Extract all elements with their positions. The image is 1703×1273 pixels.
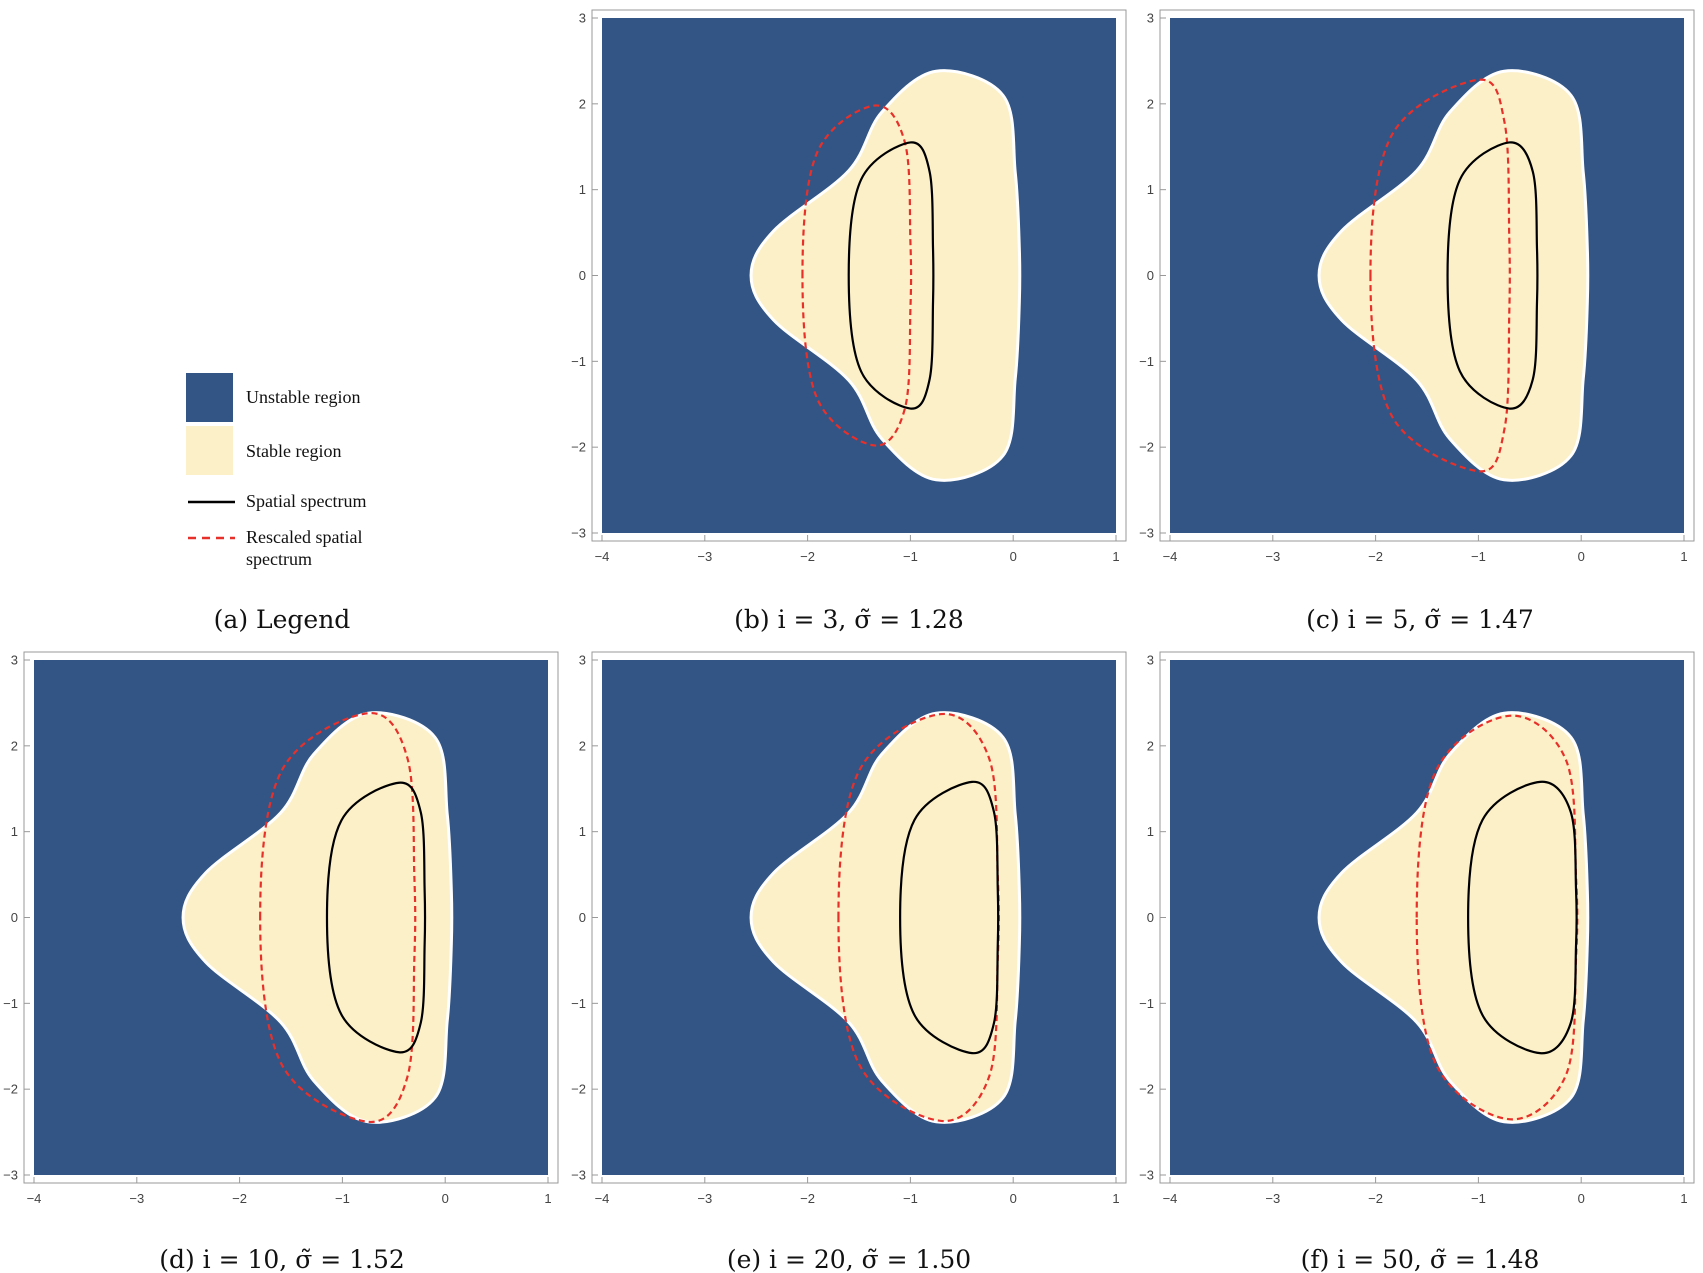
y-tick-label: 1 bbox=[579, 824, 586, 839]
x-tick-label: 0 bbox=[1010, 1191, 1017, 1206]
spatial-spectrum bbox=[899, 780, 1000, 1055]
x-tick-label: −3 bbox=[697, 1191, 712, 1206]
y-tick-label: −1 bbox=[571, 354, 586, 369]
x-tick-label: −1 bbox=[903, 1191, 918, 1206]
rescaled-spatial-spectrum bbox=[801, 104, 913, 447]
rescaled-spatial-spectrum bbox=[1415, 714, 1579, 1121]
y-tick-label: 2 bbox=[579, 738, 586, 753]
x-tick-label: −3 bbox=[1265, 1191, 1280, 1206]
panels: −4 −3 −2 −1 0 1 −3 −2 −1 0 1 2 3 (b) i = 3, σ̃ = 1.28… bbox=[3, 9, 1695, 1273]
x-tick-label: −2 bbox=[1368, 549, 1383, 564]
legend-label-spatial: Spatial spectrum bbox=[246, 491, 366, 511]
panel-caption: (d) i = 10, σ̃ = 1.52 bbox=[159, 1245, 405, 1273]
y-tick-label: 3 bbox=[11, 653, 18, 668]
stable-region bbox=[749, 711, 1022, 1124]
legend-caption: (a) Legend bbox=[214, 605, 351, 634]
x-tick-label: −4 bbox=[1163, 549, 1178, 564]
y-tick-label: 0 bbox=[1147, 268, 1154, 283]
legend-label-rescaled: Rescaled spatial bbox=[246, 527, 362, 547]
y-tick-label: −2 bbox=[571, 1082, 586, 1097]
y-tick-label: 3 bbox=[1147, 653, 1154, 668]
stable-region bbox=[1317, 711, 1590, 1124]
x-tick-label: 1 bbox=[544, 1191, 551, 1206]
spatial-spectrum bbox=[325, 781, 427, 1054]
panel-f: −4 −3 −2 −1 0 1 −3 −2 −1 0 1 2 3 (f) i = 50, σ̃ = 1.4… bbox=[1139, 651, 1695, 1273]
legend-label-stable: Stable region bbox=[246, 441, 341, 461]
x-tick-label: −2 bbox=[800, 549, 815, 564]
y-tick-label: −3 bbox=[1139, 526, 1154, 541]
legend-swatch-stable bbox=[186, 426, 233, 475]
panel-caption: (c) i = 5, σ̃ = 1.47 bbox=[1306, 605, 1534, 634]
x-tick-label: −2 bbox=[800, 1191, 815, 1206]
panel-b: −4 −3 −2 −1 0 1 −3 −2 −1 0 1 2 3 (b) i = 3, σ̃ = 1.28 bbox=[571, 9, 1127, 634]
panel-d: −4 −3 −2 −1 0 1 −3 −2 −1 0 1 2 3 (d) i = 10, σ̃ = 1.5… bbox=[3, 651, 559, 1273]
x-tick-label: −3 bbox=[129, 1191, 144, 1206]
panel-e: −4 −3 −2 −1 0 1 −3 −2 −1 0 1 2 3 (e) i = 20, σ̃ = 1.5… bbox=[571, 651, 1127, 1273]
x-tick-label: −3 bbox=[697, 549, 712, 564]
y-tick-label: 1 bbox=[11, 824, 18, 839]
x-tick-label: −2 bbox=[232, 1191, 247, 1206]
x-tick-label: −4 bbox=[27, 1191, 42, 1206]
x-tick-label: −3 bbox=[1265, 549, 1280, 564]
y-tick-label: −2 bbox=[3, 1082, 18, 1097]
x-tick-label: −2 bbox=[1368, 1191, 1383, 1206]
y-tick-label: −2 bbox=[1139, 1082, 1154, 1097]
y-tick-label: 0 bbox=[579, 268, 586, 283]
x-tick-label: 1 bbox=[1680, 1191, 1687, 1206]
legend-swatch-unstable bbox=[186, 373, 233, 422]
y-tick-label: −1 bbox=[1139, 354, 1154, 369]
y-tick-label: −2 bbox=[571, 440, 586, 455]
y-tick-label: −3 bbox=[571, 1168, 586, 1183]
rescaled-spatial-spectrum bbox=[259, 712, 417, 1123]
legend-label-unstable: Unstable region bbox=[246, 387, 360, 407]
x-tick-label: 1 bbox=[1112, 549, 1119, 564]
legend-label-rescaled-line2: spectrum bbox=[246, 549, 312, 569]
y-tick-label: 2 bbox=[1147, 96, 1154, 111]
y-tick-label: 0 bbox=[1147, 910, 1154, 925]
y-tick-label: −3 bbox=[571, 526, 586, 541]
stable-region bbox=[1317, 69, 1590, 482]
x-tick-label: 0 bbox=[1010, 549, 1017, 564]
x-tick-label: −4 bbox=[595, 549, 610, 564]
y-tick-label: −2 bbox=[1139, 440, 1154, 455]
y-tick-label: −3 bbox=[3, 1168, 18, 1183]
y-tick-label: 3 bbox=[579, 653, 586, 668]
y-tick-label: 0 bbox=[11, 910, 18, 925]
y-tick-label: 3 bbox=[1147, 11, 1154, 26]
y-tick-label: −3 bbox=[1139, 1168, 1154, 1183]
spatial-spectrum bbox=[1467, 780, 1578, 1055]
y-tick-label: 1 bbox=[1147, 824, 1154, 839]
x-tick-label: 1 bbox=[1112, 1191, 1119, 1206]
x-tick-label: −1 bbox=[903, 549, 918, 564]
stable-region bbox=[181, 711, 454, 1124]
x-tick-label: 1 bbox=[1680, 549, 1687, 564]
y-tick-label: 1 bbox=[1147, 182, 1154, 197]
spatial-spectrum bbox=[1446, 141, 1539, 410]
y-tick-label: −1 bbox=[571, 996, 586, 1011]
x-tick-label: −1 bbox=[1471, 549, 1486, 564]
panel-caption: (b) i = 3, σ̃ = 1.28 bbox=[734, 605, 964, 634]
x-tick-label: 0 bbox=[1578, 549, 1585, 564]
panel-c: −4 −3 −2 −1 0 1 −3 −2 −1 0 1 2 3 (c) i = 5, σ̃ = 1.47 bbox=[1139, 9, 1695, 634]
y-tick-label: −1 bbox=[1139, 996, 1154, 1011]
y-tick-label: −1 bbox=[3, 996, 18, 1011]
panel-caption: (e) i = 20, σ̃ = 1.50 bbox=[727, 1245, 971, 1273]
y-tick-label: 2 bbox=[11, 738, 18, 753]
legend: Unstable region Stable region Spatial sp… bbox=[186, 373, 366, 634]
y-tick-label: 2 bbox=[579, 96, 586, 111]
y-tick-label: 0 bbox=[579, 910, 586, 925]
y-tick-label: 3 bbox=[579, 11, 586, 26]
x-tick-label: −4 bbox=[595, 1191, 610, 1206]
panel-caption: (f) i = 50, σ̃ = 1.48 bbox=[1301, 1245, 1540, 1273]
x-tick-label: −4 bbox=[1163, 1191, 1178, 1206]
y-tick-label: 2 bbox=[1147, 738, 1154, 753]
x-tick-label: 0 bbox=[442, 1191, 449, 1206]
x-tick-label: −1 bbox=[335, 1191, 350, 1206]
spatial-spectrum bbox=[847, 141, 935, 410]
y-tick-label: 1 bbox=[579, 182, 586, 197]
x-tick-label: −1 bbox=[1471, 1191, 1486, 1206]
x-tick-label: 0 bbox=[1578, 1191, 1585, 1206]
stable-region bbox=[749, 69, 1022, 482]
